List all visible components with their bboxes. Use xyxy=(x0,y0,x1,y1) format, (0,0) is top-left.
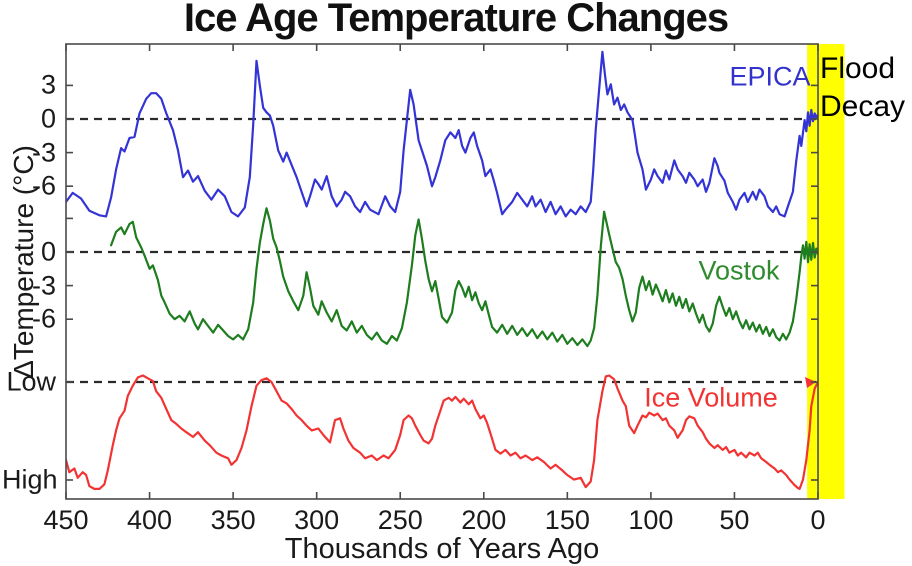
curve-vostok xyxy=(110,207,818,348)
x-tick-label: 50 xyxy=(719,505,750,535)
y-tick-label: 3 xyxy=(40,69,56,100)
curve-ice xyxy=(66,374,818,490)
y-tick-label: 0 xyxy=(40,236,56,267)
y-tick-label: -6 xyxy=(31,170,56,201)
x-tick-label: 450 xyxy=(43,505,89,535)
y-tick-label: -6 xyxy=(31,303,56,334)
flood-band-outer xyxy=(818,44,845,499)
y-tick-label: -3 xyxy=(31,137,56,168)
y-tick-label: 0 xyxy=(40,103,56,134)
y-tick-label: -3 xyxy=(31,270,56,301)
x-tick-label: 350 xyxy=(210,505,256,535)
curve-epica xyxy=(66,50,818,218)
x-tick-label: 0 xyxy=(810,505,826,535)
x-tick-label: 300 xyxy=(294,505,340,535)
chart-title: Ice Age Temperature Changes xyxy=(183,0,729,40)
y-tick-label: High xyxy=(2,464,58,495)
x-tick-label: 250 xyxy=(377,505,423,535)
flood-decay-line1: Flood xyxy=(820,52,896,85)
plot-border xyxy=(65,43,819,500)
x-tick-label: 400 xyxy=(127,505,173,535)
legend-vostok: Vostok xyxy=(698,255,780,286)
x-tick-label: 200 xyxy=(461,505,507,535)
x-axis-label: Thousands of Years Ago xyxy=(284,533,600,565)
flood-decay-annotation: Flood Decay xyxy=(820,50,905,126)
legend-ice-volume: Ice Volume xyxy=(644,382,778,413)
flood-band-inner xyxy=(807,44,817,499)
x-tick-label: 150 xyxy=(544,505,590,535)
ice-volume-arrowhead xyxy=(805,377,816,388)
x-tick-label: 100 xyxy=(628,505,674,535)
flood-decay-line2: Decay xyxy=(820,90,906,123)
legend-epica: EPICA xyxy=(729,61,811,92)
y-tick-label: Low xyxy=(6,366,56,397)
